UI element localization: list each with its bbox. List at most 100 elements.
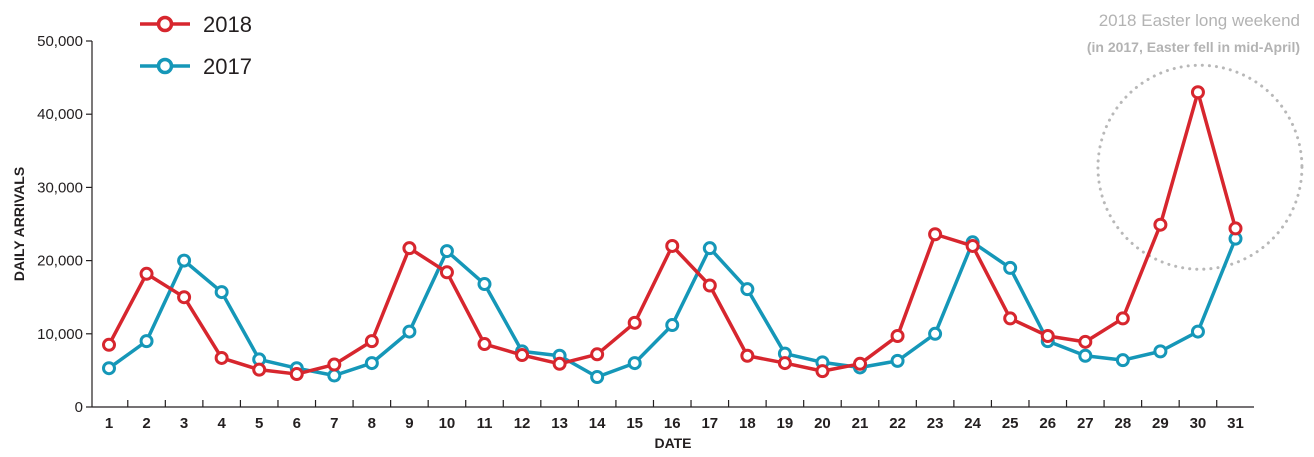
data-point-2018 bbox=[327, 357, 342, 372]
series-2017 bbox=[102, 231, 1243, 384]
data-point-2017 bbox=[402, 324, 417, 339]
legend-marker bbox=[156, 15, 174, 33]
x-tick-label: 20 bbox=[814, 415, 831, 432]
data-point-2018 bbox=[965, 238, 980, 253]
annotation-subtitle: (in 2017, Easter fell in mid-April) bbox=[1087, 39, 1300, 55]
y-tick-label: 30,000 bbox=[37, 179, 83, 196]
data-point-2018 bbox=[139, 266, 154, 281]
data-point-2018 bbox=[515, 348, 530, 363]
x-tick-label: 25 bbox=[1002, 415, 1019, 432]
x-tick-label: 1 bbox=[105, 415, 113, 432]
data-point-2018 bbox=[364, 334, 379, 349]
x-tick-label: 24 bbox=[964, 415, 981, 432]
data-point-2017 bbox=[702, 241, 717, 256]
data-point-2018 bbox=[1003, 311, 1018, 326]
y-tick-label: 10,000 bbox=[37, 326, 83, 343]
data-point-2017 bbox=[665, 318, 680, 333]
legend-item-2018: 2018 bbox=[140, 12, 252, 37]
y-tick-label: 0 bbox=[75, 399, 83, 416]
x-tick-label: 15 bbox=[626, 415, 643, 432]
data-point-2018 bbox=[1115, 311, 1130, 326]
x-tick-label: 4 bbox=[217, 415, 226, 432]
legend: 2018 2017 bbox=[140, 12, 252, 79]
x-tick-label: 28 bbox=[1115, 415, 1132, 432]
x-tick-label: 13 bbox=[551, 415, 568, 432]
x-tick-label: 8 bbox=[368, 415, 376, 432]
data-point-2017 bbox=[439, 244, 454, 259]
data-point-2018 bbox=[439, 265, 454, 280]
annotation-title: 2018 Easter long weekend bbox=[1099, 11, 1300, 30]
y-tick-label: 40,000 bbox=[37, 106, 83, 123]
data-point-2017 bbox=[177, 253, 192, 268]
legend-marker bbox=[156, 57, 174, 75]
x-tick-label: 31 bbox=[1227, 415, 1244, 432]
data-point-2017 bbox=[102, 361, 116, 376]
data-point-2018 bbox=[102, 337, 116, 352]
data-point-2018 bbox=[1228, 221, 1243, 236]
data-point-2018 bbox=[214, 350, 229, 365]
data-point-2018 bbox=[890, 328, 905, 343]
data-point-2018 bbox=[402, 241, 417, 256]
x-tick-label: 21 bbox=[852, 415, 869, 432]
data-point-2018 bbox=[590, 347, 605, 362]
x-tick-label: 12 bbox=[514, 415, 531, 432]
x-tick-label: 16 bbox=[664, 415, 681, 432]
data-point-2018 bbox=[815, 364, 830, 379]
data-point-2018 bbox=[289, 367, 304, 382]
data-point-2017 bbox=[139, 334, 154, 349]
x-tick-label: 30 bbox=[1190, 415, 1207, 432]
x-tick-label: 23 bbox=[927, 415, 944, 432]
x-tick-label: 10 bbox=[439, 415, 456, 432]
data-point-2017 bbox=[1115, 353, 1130, 368]
data-point-2017 bbox=[364, 356, 379, 371]
highlight-circle bbox=[1096, 63, 1304, 271]
data-point-2017 bbox=[477, 277, 492, 292]
data-point-2017 bbox=[928, 326, 943, 341]
legend-label: 2018 bbox=[203, 12, 252, 37]
x-tick-label: 11 bbox=[477, 415, 493, 432]
data-point-2018 bbox=[740, 348, 755, 363]
data-point-2018 bbox=[252, 362, 267, 377]
x-tick-label: 22 bbox=[889, 415, 906, 432]
data-point-2017 bbox=[1153, 344, 1168, 359]
x-tick-label: 6 bbox=[293, 415, 301, 432]
data-point-2017 bbox=[740, 282, 755, 297]
series bbox=[102, 85, 1243, 384]
x-tick-label: 2 bbox=[142, 415, 150, 432]
legend-item-2017: 2017 bbox=[140, 54, 252, 79]
legend-label: 2017 bbox=[203, 54, 252, 79]
data-point-2017 bbox=[214, 285, 229, 300]
annotation: 2018 Easter long weekend (in 2017, Easte… bbox=[1087, 11, 1304, 271]
data-point-2018 bbox=[1040, 328, 1055, 343]
data-point-2018 bbox=[665, 238, 680, 253]
x-tick-label: 19 bbox=[777, 415, 794, 432]
x-tick-label: 9 bbox=[405, 415, 413, 432]
data-point-2018 bbox=[853, 356, 867, 371]
data-point-2018 bbox=[702, 278, 717, 293]
series-2018 bbox=[102, 85, 1243, 382]
data-point-2018 bbox=[177, 290, 192, 305]
series-line-2017 bbox=[107, 237, 1238, 379]
data-point-2018 bbox=[627, 315, 642, 330]
y-axis-title: DAILY ARRIVALS bbox=[11, 167, 27, 281]
data-point-2017 bbox=[1078, 348, 1093, 363]
data-point-2018 bbox=[928, 227, 943, 242]
data-point-2018 bbox=[477, 337, 492, 352]
data-point-2018 bbox=[777, 356, 792, 371]
x-tick-label: 27 bbox=[1077, 415, 1094, 432]
x-tick-label: 29 bbox=[1152, 415, 1169, 432]
x-tick-label: 17 bbox=[701, 415, 718, 432]
x-tick-label: 3 bbox=[180, 415, 188, 432]
x-tick-label: 14 bbox=[589, 415, 606, 432]
data-point-2017 bbox=[627, 356, 642, 371]
data-point-2018 bbox=[1153, 217, 1168, 232]
data-point-2017 bbox=[327, 368, 342, 383]
data-point-2017 bbox=[890, 353, 905, 368]
x-tick-label: 5 bbox=[255, 415, 263, 432]
y-tick-label: 20,000 bbox=[37, 253, 83, 270]
data-point-2017 bbox=[1190, 324, 1205, 339]
x-axis-title: DATE bbox=[654, 435, 691, 451]
